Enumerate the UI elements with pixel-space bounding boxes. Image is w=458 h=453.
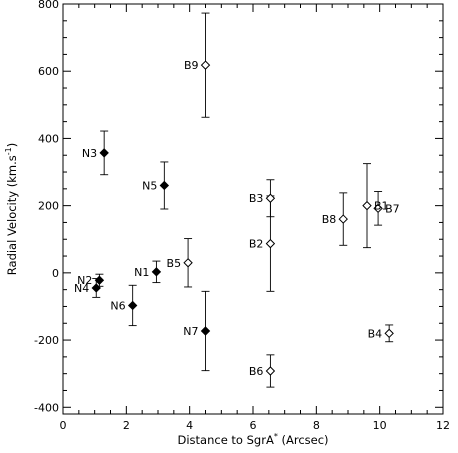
marker-b8: [338, 214, 348, 224]
point-label-n1: N1: [134, 266, 149, 279]
marker-b9: [200, 60, 211, 70]
point-label-n6: N6: [110, 299, 125, 312]
x-tick-label: 2: [123, 419, 130, 432]
x-tick-label: 0: [60, 419, 67, 432]
y-tick-label: 600: [38, 65, 59, 78]
marker-n6: [127, 300, 138, 311]
point-labels: N1 N2 N3 N4 N5 N6 N7 B1 B2 B3 B4 B5 B6 B7 B8 B9: [74, 59, 400, 378]
marker-b7: [373, 203, 383, 214]
marker-n2: [94, 275, 105, 285]
data-markers: [91, 60, 394, 376]
axis-ticks: 0 2 4 6 8 10 12 -400 -200 0 200 400 600 800: [34, 0, 450, 432]
x-tick-label: 6: [250, 419, 257, 432]
marker-b6: [265, 366, 276, 376]
marker-b1: [362, 200, 372, 211]
marker-b4: [384, 328, 394, 339]
point-label-n5: N5: [142, 179, 157, 192]
point-label-b4: B4: [368, 327, 383, 340]
marker-n5: [159, 180, 170, 191]
point-label-b7: B7: [385, 202, 400, 215]
marker-b3: [265, 193, 276, 203]
point-label-n2: N2: [77, 274, 92, 287]
marker-n1: [151, 267, 162, 277]
x-tick-label: 4: [186, 419, 193, 432]
point-label-n4: N4: [74, 282, 89, 295]
y-tick-label: -200: [34, 334, 59, 347]
point-label-b3: B3: [249, 192, 264, 205]
x-axis-title: Distance to SgrA* (Arcsec): [177, 432, 328, 447]
marker-b5: [183, 258, 193, 268]
marker-n4: [91, 283, 101, 293]
y-tick-label: 400: [38, 132, 59, 145]
marker-b2: [265, 238, 276, 249]
point-label-b6: B6: [249, 365, 264, 378]
error-bars: [92, 12, 394, 388]
point-label-b9: B9: [184, 59, 199, 72]
y-tick-label: -400: [34, 401, 59, 414]
point-label-b1: B1: [374, 200, 389, 213]
point-label-n7: N7: [183, 325, 198, 338]
point-label-b5: B5: [167, 257, 182, 270]
y-tick-label: 0: [52, 267, 59, 280]
marker-n7: [200, 326, 211, 336]
x-tick-label: 12: [436, 419, 450, 432]
point-label-n3: N3: [82, 147, 97, 160]
x-tick-label: 10: [373, 419, 387, 432]
point-label-b8: B8: [322, 213, 337, 226]
x-tick-label: 8: [313, 419, 320, 432]
y-tick-label: 800: [38, 0, 59, 11]
y-axis-title: Radial Velocity (km.s-1): [4, 143, 19, 275]
y-tick-label: 200: [38, 200, 59, 213]
marker-n3: [99, 148, 109, 158]
point-label-b2: B2: [249, 238, 264, 251]
